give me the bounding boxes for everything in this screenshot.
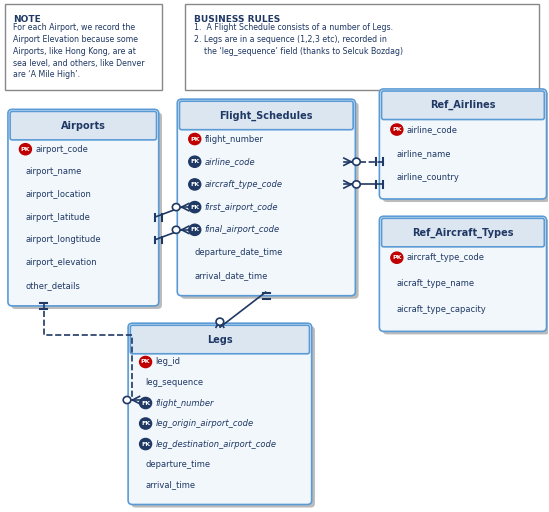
Text: departure_date_time: departure_date_time — [195, 248, 283, 257]
Text: airport_elevation: airport_elevation — [25, 258, 97, 267]
Text: aircraft_type_code: aircraft_type_code — [205, 180, 283, 189]
Circle shape — [189, 179, 201, 190]
Text: FK: FK — [190, 182, 199, 187]
Text: airport_name: airport_name — [25, 167, 82, 177]
Text: BUSINESS RULES: BUSINESS RULES — [194, 15, 280, 24]
Text: NOTE: NOTE — [13, 15, 41, 24]
Text: Legs: Legs — [207, 334, 233, 345]
Circle shape — [189, 134, 201, 144]
Text: leg_destination_airport_code: leg_destination_airport_code — [155, 439, 277, 449]
Text: PK: PK — [141, 359, 150, 365]
FancyBboxPatch shape — [8, 110, 159, 306]
Text: airport_location: airport_location — [25, 190, 91, 199]
Text: PK: PK — [392, 127, 402, 132]
Circle shape — [189, 224, 201, 236]
Text: arrival_time: arrival_time — [145, 481, 195, 489]
Text: FK: FK — [141, 441, 150, 446]
Text: Ref_Aircraft_Types: Ref_Aircraft_Types — [412, 227, 514, 238]
Text: Ref_Airlines: Ref_Airlines — [430, 100, 496, 111]
Text: PK: PK — [392, 255, 402, 260]
Text: Flight_Schedules: Flight_Schedules — [220, 110, 313, 121]
Text: PK: PK — [21, 147, 30, 152]
Circle shape — [139, 356, 152, 368]
Circle shape — [19, 143, 31, 155]
Text: PK: PK — [190, 137, 199, 141]
Text: airline_name: airline_name — [397, 149, 451, 158]
Circle shape — [391, 252, 403, 263]
Text: FK: FK — [190, 227, 199, 232]
Text: 1.  A Flight Schedule consists of a number of Legs.
2. Legs are in a sequence (1: 1. A Flight Schedule consists of a numbe… — [194, 23, 402, 56]
Text: flight_number: flight_number — [155, 398, 214, 408]
Text: airport_code: airport_code — [35, 145, 88, 154]
FancyBboxPatch shape — [128, 323, 312, 504]
FancyBboxPatch shape — [180, 101, 353, 130]
FancyBboxPatch shape — [382, 91, 545, 119]
FancyBboxPatch shape — [383, 92, 549, 202]
Circle shape — [139, 438, 152, 450]
Text: departure_time: departure_time — [145, 460, 211, 469]
FancyBboxPatch shape — [185, 5, 539, 90]
Text: airport_longtitude: airport_longtitude — [25, 236, 101, 245]
FancyBboxPatch shape — [177, 99, 355, 296]
Text: final_airport_code: final_airport_code — [205, 225, 279, 234]
Text: aircraft_type_code: aircraft_type_code — [407, 253, 485, 262]
FancyBboxPatch shape — [131, 326, 315, 507]
Text: other_details: other_details — [25, 281, 80, 290]
FancyBboxPatch shape — [379, 89, 546, 199]
Circle shape — [139, 397, 152, 409]
FancyBboxPatch shape — [10, 112, 156, 140]
Text: FK: FK — [190, 205, 199, 209]
FancyBboxPatch shape — [181, 102, 358, 299]
Text: leg_id: leg_id — [155, 357, 181, 367]
Text: leg_sequence: leg_sequence — [145, 378, 204, 387]
Circle shape — [172, 226, 180, 233]
Text: For each Airport, we record the
Airport Elevation because some
Airports, like Ho: For each Airport, we record the Airport … — [13, 23, 145, 79]
Text: arrival_date_time: arrival_date_time — [195, 271, 268, 280]
FancyBboxPatch shape — [383, 219, 549, 334]
Text: airport_latitude: airport_latitude — [25, 213, 90, 222]
Text: FK: FK — [141, 400, 150, 406]
FancyBboxPatch shape — [379, 216, 546, 331]
Circle shape — [123, 396, 131, 403]
Circle shape — [189, 202, 201, 212]
Circle shape — [391, 124, 403, 135]
Text: FK: FK — [141, 421, 150, 426]
Circle shape — [352, 158, 360, 165]
FancyBboxPatch shape — [130, 325, 310, 354]
Circle shape — [352, 181, 360, 188]
Text: leg_origin_airport_code: leg_origin_airport_code — [155, 419, 254, 428]
Text: first_airport_code: first_airport_code — [205, 203, 278, 211]
Text: Airports: Airports — [61, 121, 106, 131]
Circle shape — [139, 418, 152, 429]
FancyBboxPatch shape — [11, 113, 162, 309]
Text: aicraft_type_name: aicraft_type_name — [397, 279, 475, 288]
Text: aicraft_type_capacity: aicraft_type_capacity — [397, 305, 486, 314]
Circle shape — [189, 156, 201, 167]
FancyBboxPatch shape — [4, 5, 162, 90]
Circle shape — [172, 204, 180, 210]
Circle shape — [216, 318, 223, 325]
Text: flight_number: flight_number — [205, 135, 264, 143]
Text: airline_country: airline_country — [397, 173, 460, 182]
FancyBboxPatch shape — [382, 218, 545, 247]
Text: FK: FK — [190, 159, 199, 164]
Text: airline_code: airline_code — [205, 157, 255, 166]
Text: airline_code: airline_code — [407, 125, 458, 134]
